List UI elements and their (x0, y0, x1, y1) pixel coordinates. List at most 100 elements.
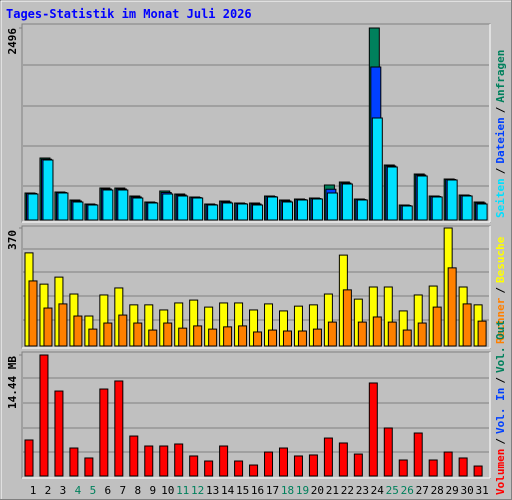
bar (84, 457, 94, 477)
bar (87, 204, 99, 221)
bar (114, 380, 124, 477)
bar (398, 459, 408, 477)
bar (39, 354, 49, 477)
legend-entry: Vol. Out (494, 320, 507, 373)
legend-entry: Seiten (494, 178, 507, 218)
bar (387, 321, 397, 347)
bar (219, 445, 229, 477)
bar (293, 455, 303, 477)
bar (413, 432, 423, 477)
bar (311, 198, 323, 221)
bar (57, 192, 69, 221)
bar (386, 166, 398, 221)
bar (237, 203, 249, 221)
bar (278, 447, 288, 477)
x-tick-label: 22 (341, 484, 354, 497)
bar (118, 314, 128, 347)
legend-entry: Volumen (494, 449, 507, 495)
legend-entry: Besuche (494, 236, 507, 283)
bar (267, 196, 279, 221)
bar (473, 465, 483, 477)
bar (476, 203, 488, 221)
bar (417, 322, 427, 347)
x-tick-label: 18 (281, 484, 294, 497)
x-tick-label: 12 (191, 484, 204, 497)
chart-title: Tages-Statistik im Monat Juli 2026 (6, 7, 252, 21)
x-tick-label: 13 (206, 484, 219, 497)
bar (238, 325, 248, 347)
bar (43, 307, 53, 347)
y-tick-label: 370 (6, 230, 19, 250)
bar (308, 454, 318, 477)
y-tick-label: 2496 (6, 28, 19, 55)
bar (342, 289, 352, 347)
x-tick-label: 8 (134, 484, 141, 497)
bar (477, 320, 487, 347)
bar (356, 199, 368, 221)
bar (207, 204, 219, 221)
x-tick-label: 20 (311, 484, 324, 497)
bar (371, 117, 383, 221)
bar (189, 455, 199, 477)
bar (357, 321, 367, 347)
bar (102, 189, 114, 221)
x-tick-label: 11 (176, 484, 189, 497)
bar (148, 329, 158, 347)
bar (458, 457, 468, 477)
bar (24, 439, 34, 477)
bar (204, 460, 214, 477)
x-tick-label: 1 (30, 484, 37, 497)
bar (99, 388, 109, 477)
bar (281, 201, 293, 221)
x-tick-label: 6 (105, 484, 112, 497)
bar (147, 202, 159, 221)
x-tick-label: 25 (386, 484, 399, 497)
bar (401, 205, 413, 221)
bar (144, 445, 154, 477)
x-tick-label: 16 (251, 484, 264, 497)
bar (159, 445, 169, 477)
bar (461, 195, 473, 221)
bar (323, 437, 333, 477)
legend-separator: / (494, 287, 507, 294)
bar (338, 442, 348, 477)
bar (443, 451, 453, 477)
bar (28, 280, 38, 347)
legend-entry: Vol. In (494, 388, 507, 434)
bar (327, 321, 337, 347)
x-tick-label: 24 (371, 484, 385, 497)
legend-separator: / (494, 106, 507, 113)
x-tick-label: 7 (120, 484, 127, 497)
bar (163, 322, 173, 347)
bar (446, 179, 458, 221)
bar (326, 192, 338, 221)
bar (341, 183, 353, 221)
bar (129, 435, 139, 477)
bar (253, 331, 263, 347)
legend-entry: Anfragen (494, 50, 507, 103)
bar (416, 175, 428, 221)
legend: Volumen / Vol. In / Vol. Out (494, 320, 507, 495)
bar (297, 330, 307, 347)
bar (249, 464, 259, 477)
bar (117, 189, 129, 221)
bar (368, 382, 378, 477)
bar (431, 196, 443, 221)
bar (252, 204, 264, 221)
bar (54, 390, 64, 477)
bar (428, 459, 438, 477)
x-tick-label: 10 (161, 484, 174, 497)
legend: Seiten / Dateien / Anfragen (494, 50, 507, 218)
bar (193, 325, 203, 347)
bar (383, 427, 393, 477)
bar (447, 267, 457, 347)
x-tick-label: 19 (296, 484, 309, 497)
bar (208, 328, 218, 347)
legend-separator: / (494, 438, 507, 445)
x-tick-label: 15 (236, 484, 249, 497)
legend-separator: / (494, 377, 507, 384)
y-tick-label: 14.44 MB (6, 356, 19, 409)
bar (268, 329, 278, 347)
x-tick-label: 30 (461, 484, 474, 497)
bar (353, 453, 363, 477)
